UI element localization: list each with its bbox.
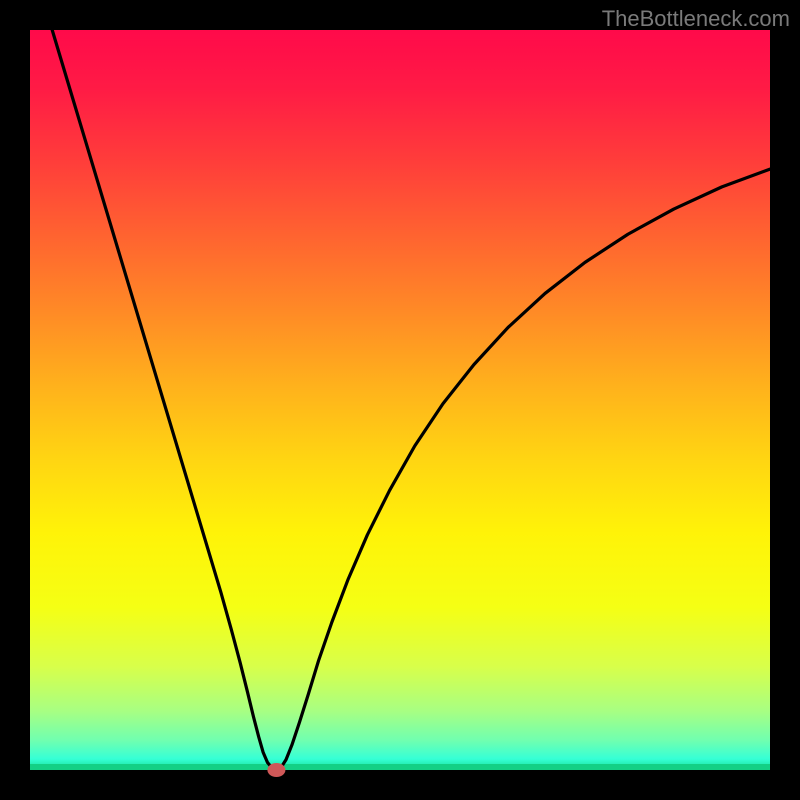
bottleneck-chart xyxy=(0,0,800,800)
chart-container: TheBottleneck.com xyxy=(0,0,800,800)
watermark-text: TheBottleneck.com xyxy=(602,6,790,32)
